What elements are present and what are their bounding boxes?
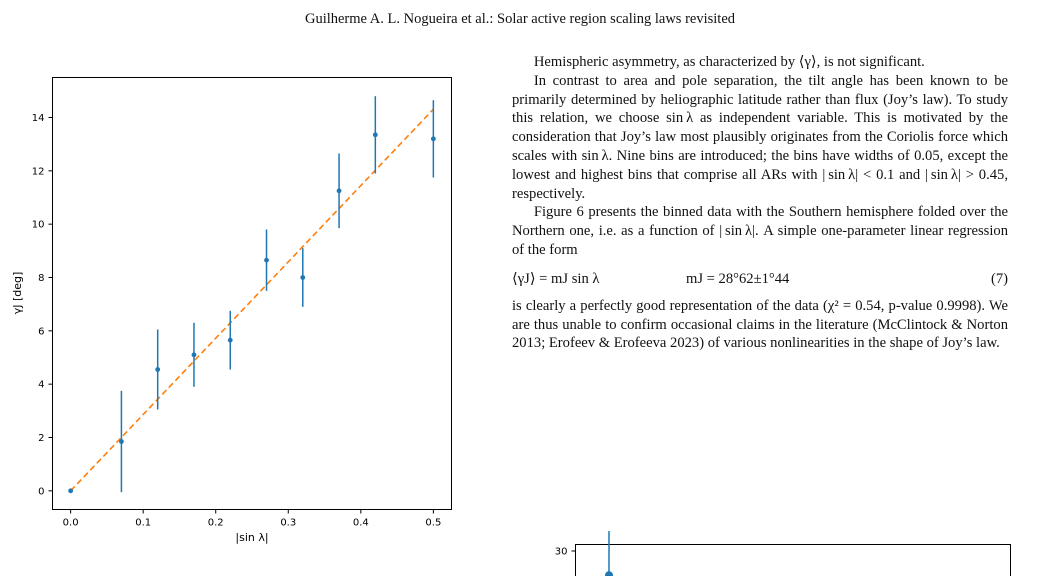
y-tick-label: 2 <box>38 433 44 444</box>
x-tick-label: 0.2 <box>208 518 224 529</box>
y-tick-label: 14 <box>32 113 45 124</box>
y-axis-label: γJ [deg] <box>11 272 24 315</box>
equation-7: ⟨γJ⟩ = mJ sin λ mJ = 28°62±1°44 (7) <box>512 270 1008 288</box>
data-point <box>68 488 74 494</box>
data-point <box>300 275 306 280</box>
y-tick-label: 10 <box>32 220 45 231</box>
text-column: Hemispheric asymmetry, as characterized … <box>512 53 1008 353</box>
x-tick-label: 0.4 <box>353 518 369 529</box>
running-header: Guilherme A. L. Nogueira et al.: Solar a… <box>304 11 736 27</box>
paragraph-figure6: Figure 6 presents the binned data with t… <box>512 204 1008 258</box>
equation-lhs: ⟨γJ⟩ = mJ sin λ <box>512 270 600 287</box>
x-axis-label: |sin λ| <box>235 531 268 544</box>
x-tick-label: 0.5 <box>425 518 441 529</box>
y-tick-label: 12 <box>32 166 45 177</box>
y-tick-label: 0 <box>38 486 44 497</box>
data-point <box>264 257 269 263</box>
x-tick-label: 0.0 <box>63 518 79 529</box>
data-point <box>119 439 124 444</box>
y-tick-label: 6 <box>38 326 44 337</box>
paragraph-hemispheric: Hemispheric asymmetry, as characterized … <box>533 54 925 70</box>
next-plot-frame <box>575 544 1011 576</box>
data-point <box>336 188 342 194</box>
x-tick-label: 0.1 <box>135 518 151 529</box>
data-point <box>372 132 378 138</box>
y-tick-label: 8 <box>38 273 44 284</box>
y-tick-label: 4 <box>38 380 44 391</box>
equation-number: (7) <box>990 270 1008 287</box>
paragraph-tilt-angle: In contrast to area and pole separation,… <box>512 72 1008 202</box>
data-point <box>430 136 436 142</box>
joys-law-chart: 0.0 0.1 0.2 0.3 0.4 0.5 0 2 4 6 8 10 12 14 |sin λ| γJ… <box>11 77 452 544</box>
data-point <box>191 352 197 358</box>
next-figure-chart: 30 <box>555 531 1011 576</box>
plot-frame <box>52 77 452 510</box>
x-tick-label: 0.3 <box>280 518 296 529</box>
equation-rhs: mJ = 28°62±1°44 <box>686 270 790 287</box>
data-point <box>155 367 161 372</box>
data-point <box>227 337 233 343</box>
fit-line <box>70 108 434 492</box>
data-point <box>605 571 613 576</box>
y-tick-label: 30 <box>555 547 568 558</box>
paragraph-fit-quality: is clearly a perfectly good representati… <box>512 297 1008 352</box>
